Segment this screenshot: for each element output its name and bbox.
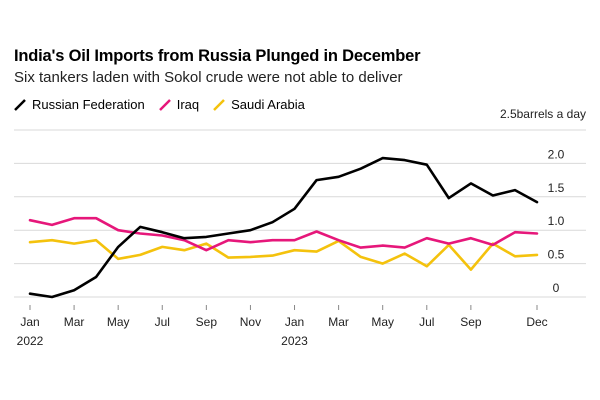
legend-item-russia: Russian Federation xyxy=(14,97,145,112)
x-tick-label: May xyxy=(107,315,130,329)
x-tick-label: Jan xyxy=(285,315,304,329)
x-tick-label: Nov xyxy=(240,315,261,329)
legend-label-russia: Russian Federation xyxy=(32,97,145,112)
chart-title: India's Oil Imports from Russia Plunged … xyxy=(14,47,421,65)
legend-label-saudi-arabia: Saudi Arabia xyxy=(231,97,305,112)
legend-item-iraq: Iraq xyxy=(158,97,200,112)
x-tick-label: Sep xyxy=(460,315,482,329)
series-line-iraq xyxy=(28,216,539,252)
series-line-russian-federation xyxy=(28,156,539,299)
x-tick-label: Sep xyxy=(196,315,218,329)
y-axis-unit-label: 2.5barrels a day xyxy=(500,107,586,121)
x-tick-label: Jul xyxy=(155,315,170,329)
x-tick-label: May xyxy=(371,315,394,329)
y-tick-label: 2.0 xyxy=(548,147,565,161)
x-tick-label: Dec xyxy=(526,315,547,329)
y-tick-label: 0 xyxy=(553,281,560,295)
x-tick-label: Mar xyxy=(328,315,349,329)
series-line-saudi-arabia xyxy=(28,238,539,271)
legend-swatch-russia xyxy=(14,98,26,111)
x-tick-label: Mar xyxy=(64,315,85,329)
y-tick-label: 1.5 xyxy=(548,181,565,195)
legend-item-saudi-arabia: Saudi Arabia xyxy=(213,97,305,112)
chart-subtitle: Six tankers laden with Sokol crude were … xyxy=(14,69,403,86)
x-tick-year-label: 2023 xyxy=(281,334,308,348)
x-tick-label: Jan xyxy=(20,315,39,329)
y-tick-label: 1.0 xyxy=(548,214,565,228)
legend-label-iraq: Iraq xyxy=(176,97,200,112)
x-tick-year-label: 2022 xyxy=(17,334,44,348)
legend-swatch-iraq xyxy=(158,98,171,111)
legend-swatch-saudi-arabia xyxy=(213,98,226,111)
chart-legend: Russian Federation Iraq Saudi Arabia xyxy=(14,97,305,112)
y-tick-label: 0.5 xyxy=(548,248,565,262)
x-tick-label: Jul xyxy=(419,315,434,329)
